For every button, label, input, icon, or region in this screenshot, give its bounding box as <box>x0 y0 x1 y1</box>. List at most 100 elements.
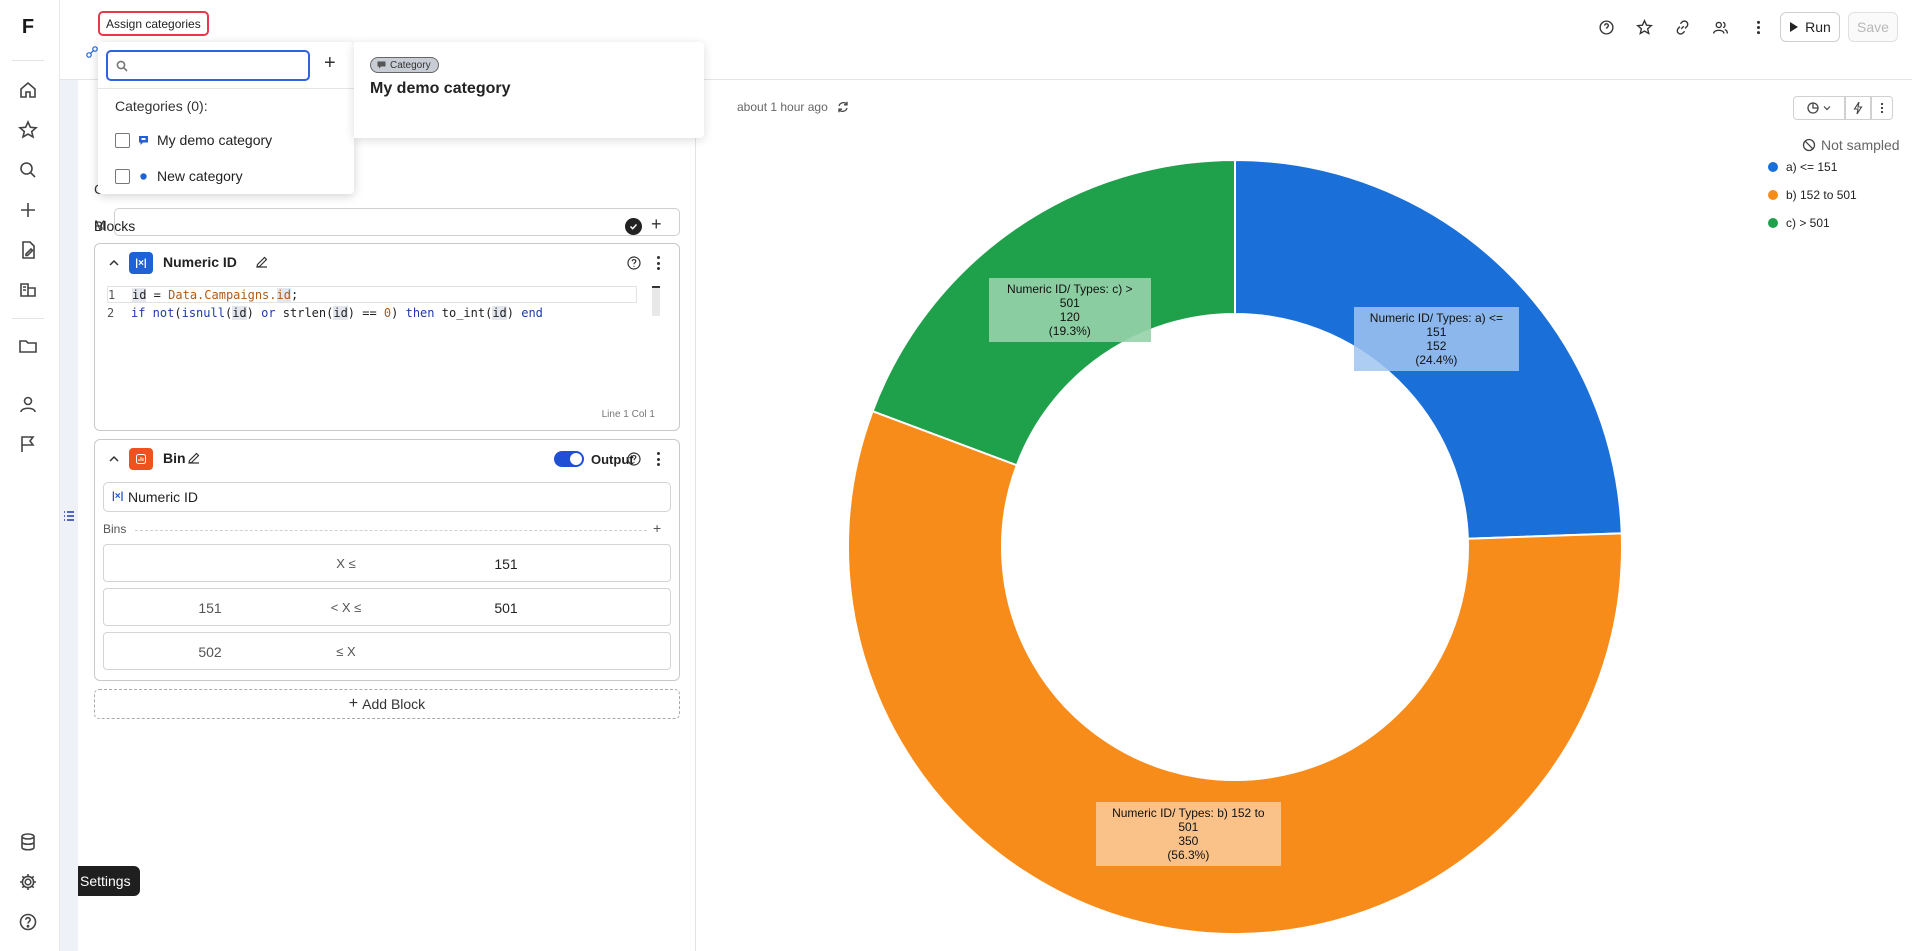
help-icon[interactable] <box>12 906 44 938</box>
category-option[interactable]: My demo category <box>115 130 272 150</box>
pie-chart-icon <box>1807 102 1831 114</box>
code-line: 1 id = Data.Campaigns. id; <box>107 286 637 303</box>
chevron-up-icon[interactable] <box>107 256 121 270</box>
more-icon[interactable] <box>650 254 666 272</box>
slice-label: Numeric ID/ Types: a) <= 151 152 (24.4%) <box>1353 307 1519 372</box>
category-checkbox[interactable] <box>115 132 130 148</box>
star-icon[interactable] <box>1632 15 1656 39</box>
legend-item[interactable]: c) > 501 <box>1768 216 1830 230</box>
chart-more-button[interactable] <box>1871 96 1893 120</box>
link-icon[interactable] <box>1670 15 1694 39</box>
pencil-icon[interactable] <box>255 255 269 269</box>
add-block-label: Add Block <box>362 696 426 712</box>
field-label: M <box>94 217 106 233</box>
cursor-position: Line 1 Col 1 <box>601 409 655 420</box>
add-bin-plus-icon[interactable]: + <box>653 520 662 536</box>
bin-icon <box>129 448 153 470</box>
user-icon[interactable] <box>12 388 44 420</box>
database-icon[interactable] <box>12 826 44 858</box>
blocks-heading: Blocks <box>94 218 136 234</box>
legend-label: b) 152 to 501 <box>1786 188 1857 202</box>
bin-row[interactable]: X ≤ 151 <box>103 544 671 582</box>
bin-row[interactable]: 502 ≤ X <box>103 632 671 670</box>
help-icon[interactable] <box>626 451 642 467</box>
category-dot-icon <box>140 172 147 180</box>
refresh-icon[interactable] <box>836 100 850 114</box>
search-icon[interactable] <box>12 154 44 186</box>
help-icon[interactable] <box>626 255 642 271</box>
run-label: Run <box>1805 19 1831 35</box>
app-logo[interactable]: F <box>21 15 35 38</box>
timestamp-label: about 1 hour ago <box>737 100 828 114</box>
bin-source-label: Numeric ID <box>128 489 199 505</box>
output-label: Output <box>591 452 634 467</box>
add-block-button[interactable]: + Add Block <box>94 689 680 719</box>
lightning-icon <box>1853 101 1863 115</box>
bin-upper[interactable]: 501 <box>494 600 518 616</box>
users-icon[interactable] <box>1708 15 1732 39</box>
bin-lower[interactable]: 151 <box>198 600 222 616</box>
bins-label: Bins <box>103 522 127 536</box>
name-field[interactable] <box>114 208 680 236</box>
bin-source-field[interactable]: |×| Numeric ID <box>103 482 671 512</box>
dataset-icon[interactable] <box>12 274 44 306</box>
check-circle-icon[interactable] <box>625 218 642 235</box>
flag-icon[interactable] <box>12 428 44 460</box>
create-category-plus-icon[interactable]: + <box>324 52 336 74</box>
list-icon[interactable] <box>63 510 75 522</box>
category-checkbox[interactable] <box>115 168 130 184</box>
last-run-timestamp: about 1 hour ago <box>737 100 850 114</box>
chart-type-button[interactable] <box>1793 96 1845 120</box>
play-icon <box>1790 22 1799 32</box>
category-option[interactable]: New category <box>115 166 243 186</box>
category-chat-icon <box>377 61 386 69</box>
output-toggle[interactable] <box>554 451 584 467</box>
run-button[interactable]: Run <box>1780 12 1840 42</box>
search-icon <box>116 60 128 72</box>
sampling-label: Not sampled <box>1821 137 1900 153</box>
top-header <box>60 0 1912 80</box>
category-option-label: New category <box>157 168 243 184</box>
graph-icon[interactable] <box>85 45 99 59</box>
pencil-icon[interactable] <box>187 451 201 465</box>
bins-divider <box>135 530 647 531</box>
legend-dot <box>1768 162 1778 172</box>
sampling-status: Not sampled <box>1802 137 1900 153</box>
block-icon <box>1802 138 1816 152</box>
left-nav-rail: F <box>0 0 60 951</box>
formula-icon: |×| <box>112 491 124 502</box>
save-button[interactable]: Save <box>1848 12 1898 42</box>
block-title: Numeric ID <box>163 254 237 270</box>
legend-item[interactable]: a) <= 151 <box>1768 160 1837 174</box>
gear-icon[interactable] <box>12 866 44 898</box>
legend-item[interactable]: b) 152 to 501 <box>1768 188 1857 202</box>
help-icon[interactable] <box>1594 15 1618 39</box>
rail-divider <box>12 318 44 319</box>
category-search[interactable] <box>106 50 310 81</box>
code-editor[interactable]: 1 id = Data.Campaigns. id; 2 if not(isnull(… <box>107 282 662 422</box>
bin-operator: < X ≤ <box>330 600 362 615</box>
chart-toolbar <box>1793 96 1893 120</box>
plus-icon[interactable] <box>12 194 44 226</box>
folder-icon[interactable] <box>12 330 44 362</box>
donut-slice[interactable] <box>847 409 1623 935</box>
file-edit-icon[interactable] <box>12 234 44 266</box>
add-block-plus-icon[interactable]: + <box>651 214 662 234</box>
slice-label: Numeric ID/ Types: b) 152 to 501 350 (56.3… <box>1095 802 1281 867</box>
bin-upper[interactable]: 151 <box>494 556 518 572</box>
more-icon[interactable] <box>650 450 666 468</box>
category-chat-icon <box>139 135 148 145</box>
rail-divider <box>12 60 44 61</box>
chevron-up-icon[interactable] <box>107 452 121 466</box>
bin-lower[interactable]: 502 <box>198 644 222 660</box>
code-scrollbar[interactable] <box>652 286 660 316</box>
more-icon[interactable] <box>1746 15 1770 39</box>
assign-categories-button[interactable]: Assign categories <box>98 11 209 36</box>
home-icon[interactable] <box>12 74 44 106</box>
insights-button[interactable] <box>1845 96 1871 120</box>
legend-label: a) <= 151 <box>1786 160 1838 174</box>
numeric-id-block: |×| Numeric ID 1 id = Data.Campaigns. id; … <box>94 243 680 431</box>
star-icon[interactable] <box>12 114 44 146</box>
category-search-input[interactable] <box>134 56 304 76</box>
bin-row[interactable]: 151 < X ≤ 501 <box>103 588 671 626</box>
